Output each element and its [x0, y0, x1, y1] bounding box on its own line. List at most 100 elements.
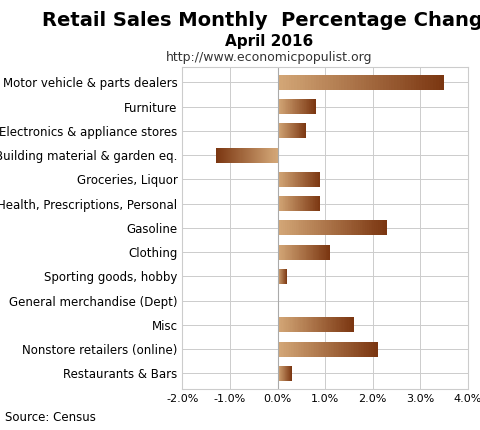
- Bar: [260, 147, 261, 163]
- Bar: [285, 245, 286, 260]
- Bar: [308, 245, 309, 260]
- Bar: [442, 75, 444, 90]
- Bar: [239, 147, 240, 163]
- Bar: [304, 172, 305, 187]
- Bar: [314, 75, 316, 90]
- Bar: [306, 341, 308, 356]
- Bar: [234, 147, 235, 163]
- Bar: [363, 221, 365, 235]
- Bar: [417, 75, 419, 90]
- Bar: [296, 245, 297, 260]
- Bar: [282, 172, 283, 187]
- Bar: [280, 196, 281, 211]
- Bar: [305, 196, 306, 211]
- Bar: [354, 341, 356, 356]
- Bar: [302, 99, 303, 114]
- Bar: [279, 99, 280, 114]
- Bar: [274, 147, 275, 163]
- Bar: [321, 341, 323, 356]
- Bar: [336, 221, 338, 235]
- Bar: [329, 341, 331, 356]
- Bar: [283, 341, 284, 356]
- Bar: [297, 99, 298, 114]
- Bar: [336, 317, 337, 332]
- Bar: [294, 172, 295, 187]
- Bar: [250, 147, 251, 163]
- Bar: [369, 341, 371, 356]
- Bar: [322, 221, 323, 235]
- Bar: [378, 75, 380, 90]
- Bar: [353, 75, 355, 90]
- Text: April 2016: April 2016: [225, 34, 313, 49]
- Bar: [323, 245, 324, 260]
- Bar: [277, 245, 278, 260]
- Bar: [299, 99, 300, 114]
- Bar: [291, 245, 292, 260]
- Bar: [303, 317, 304, 332]
- Bar: [372, 341, 374, 356]
- Bar: [281, 341, 283, 356]
- Bar: [361, 221, 363, 235]
- Bar: [269, 147, 270, 163]
- Bar: [248, 147, 249, 163]
- Bar: [338, 221, 340, 235]
- Bar: [334, 221, 336, 235]
- Bar: [298, 196, 299, 211]
- Bar: [277, 99, 278, 114]
- Bar: [276, 147, 277, 163]
- Bar: [298, 172, 299, 187]
- Bar: [333, 75, 336, 90]
- Bar: [369, 75, 372, 90]
- Bar: [344, 317, 345, 332]
- Bar: [307, 196, 308, 211]
- Bar: [265, 147, 266, 163]
- Bar: [291, 75, 294, 90]
- Bar: [324, 317, 326, 332]
- Bar: [347, 221, 349, 235]
- Bar: [338, 317, 340, 332]
- Bar: [284, 99, 285, 114]
- Bar: [279, 196, 280, 211]
- Bar: [314, 172, 315, 187]
- Bar: [296, 172, 297, 187]
- Bar: [306, 245, 307, 260]
- Bar: [220, 147, 221, 163]
- Bar: [306, 99, 307, 114]
- Bar: [359, 341, 361, 356]
- Bar: [414, 75, 417, 90]
- Bar: [364, 341, 366, 356]
- Bar: [292, 196, 293, 211]
- Bar: [328, 317, 330, 332]
- Bar: [315, 245, 316, 260]
- Bar: [311, 245, 312, 260]
- Bar: [279, 245, 280, 260]
- Bar: [284, 196, 285, 211]
- Bar: [394, 75, 397, 90]
- Bar: [245, 147, 246, 163]
- Bar: [286, 341, 288, 356]
- Bar: [372, 75, 375, 90]
- Bar: [278, 172, 279, 187]
- Bar: [345, 221, 347, 235]
- Bar: [322, 245, 323, 260]
- Bar: [279, 221, 281, 235]
- Bar: [240, 147, 241, 163]
- Bar: [246, 147, 247, 163]
- Bar: [303, 196, 304, 211]
- Bar: [288, 75, 291, 90]
- Bar: [288, 317, 289, 332]
- Bar: [278, 99, 279, 114]
- Bar: [281, 245, 282, 260]
- Bar: [299, 245, 300, 260]
- Bar: [223, 147, 224, 163]
- Bar: [430, 75, 433, 90]
- Bar: [331, 221, 332, 235]
- Bar: [284, 245, 285, 260]
- Bar: [277, 341, 279, 356]
- Bar: [308, 75, 311, 90]
- Bar: [292, 99, 293, 114]
- Bar: [376, 221, 378, 235]
- Bar: [346, 317, 348, 332]
- Bar: [286, 172, 287, 187]
- Bar: [323, 341, 324, 356]
